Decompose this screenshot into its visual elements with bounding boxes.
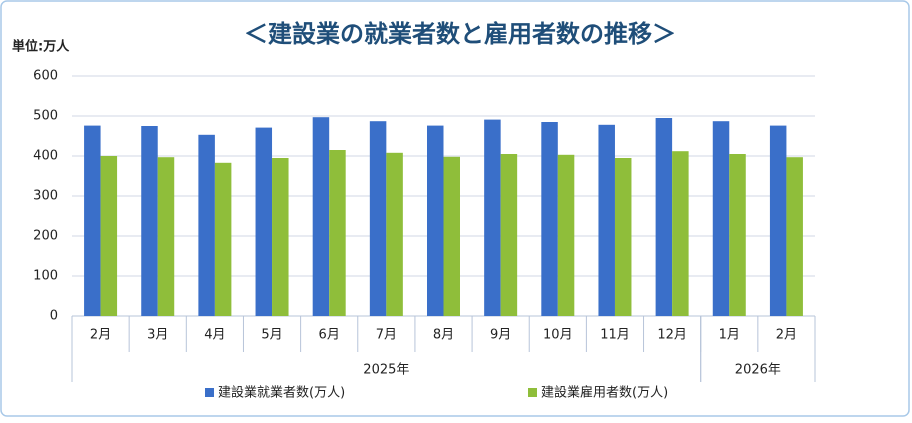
x-tick-label: 8月 — [433, 328, 454, 343]
legend-swatch — [205, 388, 214, 397]
bar — [100, 156, 118, 316]
bar — [141, 126, 158, 316]
bar — [484, 119, 501, 316]
bar — [198, 134, 215, 316]
bar — [312, 117, 330, 316]
bar — [500, 154, 518, 316]
x-tick-label: 1月 — [719, 328, 740, 343]
bar — [557, 154, 575, 316]
bar — [655, 118, 673, 316]
legend-label: 建設業就業者数(万人) — [218, 385, 345, 401]
legend-label: 建設業雇用者数(万人) — [541, 385, 668, 401]
bar — [786, 157, 803, 316]
y-tick-label: 200 — [33, 229, 58, 244]
legend-swatch — [528, 388, 537, 397]
bar — [386, 152, 403, 316]
bar — [541, 122, 558, 316]
bar — [329, 150, 346, 316]
x-tick-label: 2月 — [776, 328, 797, 343]
x-tick-label: 5月 — [261, 328, 282, 343]
x-tick-label: 12月 — [657, 328, 687, 343]
y-tick-label: 600 — [33, 69, 58, 84]
x-tick-label: 6月 — [319, 328, 340, 343]
bar — [598, 124, 615, 316]
bar — [272, 158, 289, 316]
bar — [443, 156, 460, 316]
bar — [214, 162, 232, 316]
bar — [769, 125, 787, 316]
bar — [729, 154, 746, 316]
bar — [427, 125, 444, 316]
x-tick-label: 4月 — [204, 328, 225, 343]
group-label: 2025年 — [363, 363, 409, 378]
y-tick-label: 400 — [33, 149, 58, 164]
x-tick-label: 9月 — [490, 328, 511, 343]
y-tick-label: 100 — [33, 269, 58, 284]
y-tick-label: 500 — [33, 109, 58, 124]
bar — [672, 151, 689, 316]
chart-title: ＜建設業の就業者数と雇用者数の推移＞ — [244, 20, 676, 48]
bar — [157, 157, 175, 316]
x-tick-label: 3月 — [147, 328, 168, 343]
bar — [614, 158, 632, 316]
x-tick-label: 7月 — [376, 328, 397, 343]
bar — [84, 125, 101, 316]
y-tick-label: 0 — [50, 309, 58, 324]
y-tick-label: 300 — [33, 189, 58, 204]
x-tick-label: 2月 — [90, 328, 111, 343]
bar — [369, 121, 387, 316]
bar — [255, 127, 273, 316]
x-tick-label: 11月 — [600, 328, 630, 343]
group-label: 2026年 — [735, 363, 781, 378]
unit-label: 単位:万人 — [12, 39, 70, 55]
x-tick-label: 10月 — [543, 328, 573, 343]
bar — [712, 121, 730, 316]
